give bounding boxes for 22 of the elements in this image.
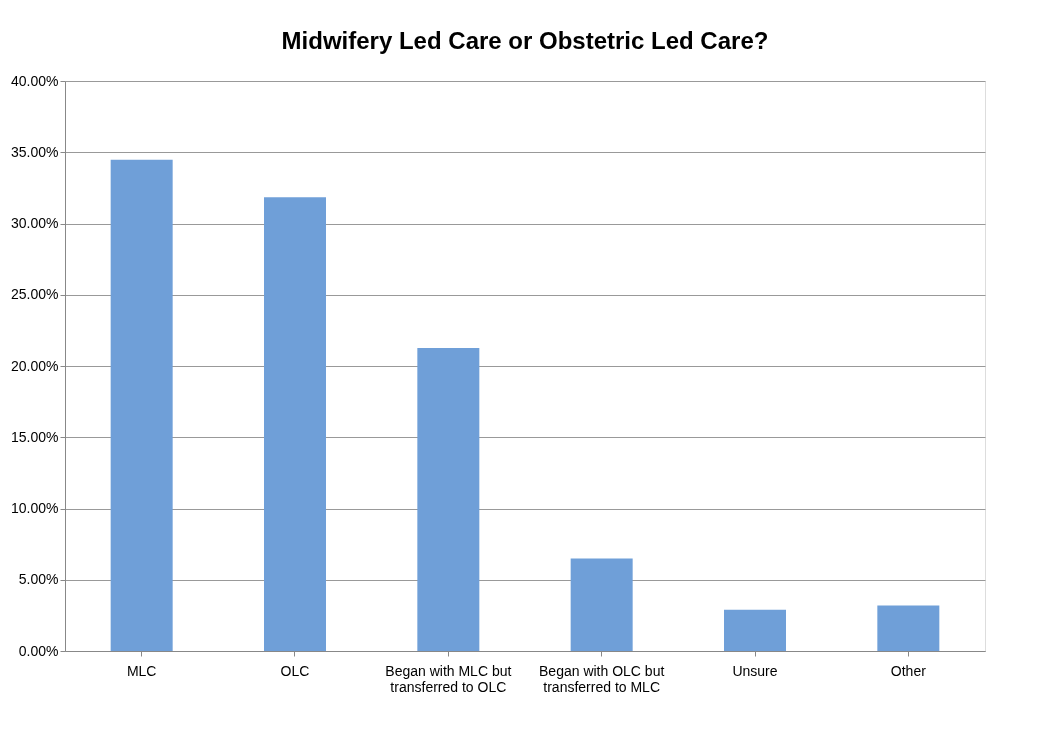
y-tick-label: 35.00% xyxy=(11,143,59,160)
bar xyxy=(110,159,173,651)
x-tick-label: Began with MLC but transferred to OLC xyxy=(385,662,512,695)
bar xyxy=(877,605,940,651)
y-tick-label: 5.00% xyxy=(18,571,59,588)
x-tick-label: MLC xyxy=(126,662,157,679)
x-tick-label: Unsure xyxy=(732,662,778,679)
bar xyxy=(724,609,786,651)
x-tick-label: Other xyxy=(890,662,927,679)
y-tick-label: 15.00% xyxy=(11,428,59,445)
bar xyxy=(570,558,633,651)
y-tick-label: 20.00% xyxy=(11,357,59,374)
y-tick-label: 30.00% xyxy=(11,215,59,231)
x-tick-label: Began with OLC but transferred to MLC xyxy=(539,662,665,695)
bar xyxy=(417,348,480,651)
bar xyxy=(264,197,326,651)
x-tick-label: OLC xyxy=(280,662,310,679)
y-tick-label: 25.00% xyxy=(11,286,59,303)
y-tick-label: 40.00% xyxy=(11,72,59,89)
chart-title: Midwifery Led Care or Obstetric Led Care? xyxy=(281,27,769,54)
y-tick-label: 10.00% xyxy=(11,500,59,516)
y-tick-label: 0.00% xyxy=(18,642,59,659)
